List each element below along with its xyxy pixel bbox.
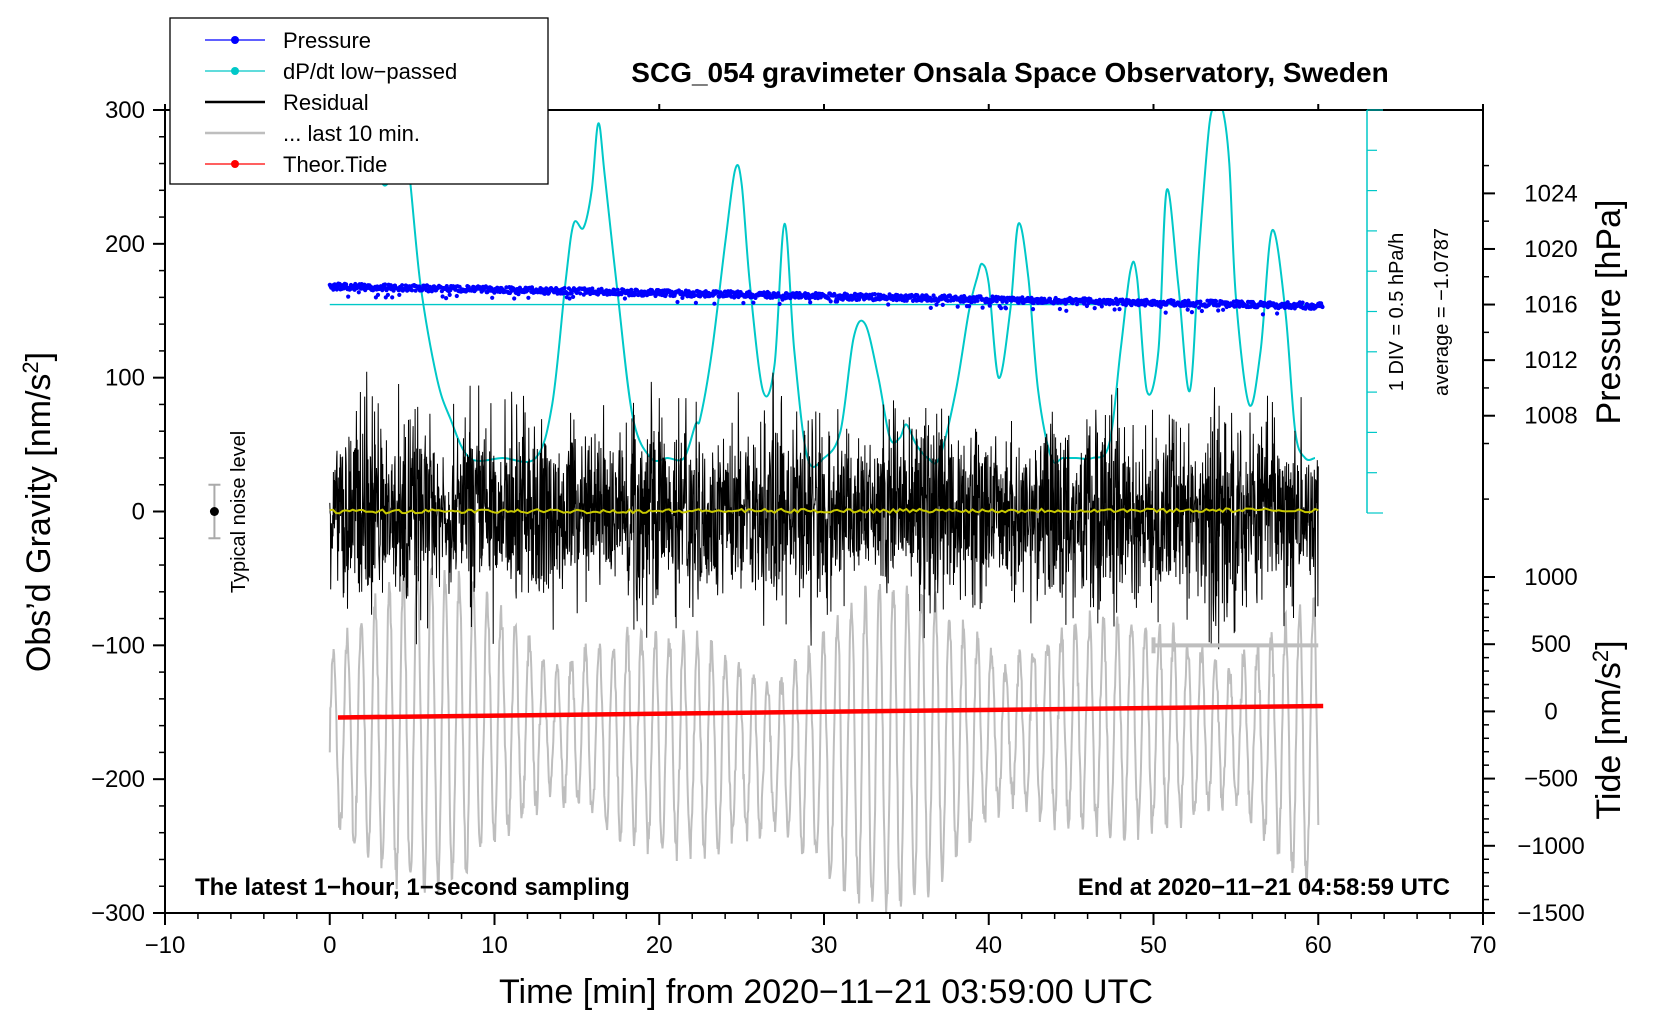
tide-tick-label: 1000 xyxy=(1524,564,1577,591)
y-tick-label: −200 xyxy=(91,766,145,793)
legend-item-pressure: Pressure xyxy=(205,28,371,53)
tide-tick-label: 0 xyxy=(1544,698,1557,725)
x-tick-label: −10 xyxy=(145,932,186,959)
y-tick-label: −300 xyxy=(91,900,145,927)
pressure-tick-label: 1012 xyxy=(1524,347,1577,374)
legend-marker xyxy=(231,160,239,168)
series-theor-tide xyxy=(337,703,1324,720)
y-tick-label: 100 xyxy=(105,365,145,392)
y-tick-label: −100 xyxy=(91,632,145,659)
annotation-end-time: End at 2020−11−21 04:58:59 UTC xyxy=(1078,874,1450,901)
pressure-tick-label: 1020 xyxy=(1524,236,1577,263)
y-axis-title-left: Obs’d Gravity [nm/s2] xyxy=(18,352,59,672)
series-residual-mean xyxy=(329,507,1319,515)
x-tick-label: 0 xyxy=(323,932,336,959)
y-axis-title-left-sup: 2 xyxy=(18,361,43,373)
legend-label: Residual xyxy=(283,90,369,115)
noise-level-label: Typical noise level xyxy=(228,431,250,593)
y-axis-title-tide-sup: 2 xyxy=(1588,650,1613,662)
pressure-tick-label: 1016 xyxy=(1524,292,1577,319)
y-tick-label: 0 xyxy=(132,499,145,526)
legend-label: dP/dt low−passed xyxy=(283,59,457,84)
legend-item-residual: Residual xyxy=(205,90,369,115)
x-tick-label: 50 xyxy=(1140,932,1167,959)
dpdt-average-label: average = −1.0787 xyxy=(1431,228,1453,396)
x-tick-label: 70 xyxy=(1470,932,1497,959)
dpdt-scale-label: 1 DIV = 0.5 hPa/h xyxy=(1386,233,1408,391)
legend-marker xyxy=(231,67,239,75)
legend-label: Pressure xyxy=(283,28,371,53)
tide-tick-label: −1000 xyxy=(1517,833,1584,860)
legend-item-theor-tide: Theor.Tide xyxy=(205,152,387,177)
x-tick-label: 30 xyxy=(811,932,838,959)
legend-item-last-10-min: ... last 10 min. xyxy=(205,121,420,146)
pressure-tick-label: 1008 xyxy=(1524,403,1577,430)
x-tick-label: 60 xyxy=(1305,932,1332,959)
legend-marker xyxy=(231,36,239,44)
tide-tick-label: −1500 xyxy=(1517,900,1584,927)
pressure-tick-label: 1024 xyxy=(1524,180,1577,207)
noise-level-point xyxy=(209,507,219,516)
series-last-10-min xyxy=(328,565,1320,913)
x-tick-label: 40 xyxy=(975,932,1002,959)
legend-label: Theor.Tide xyxy=(283,152,387,177)
x-axis-title: Time [min] from 2020−11−21 03:59:00 UTC xyxy=(499,973,1153,1011)
y-axis-title-pressure: Pressure [hPa] xyxy=(1590,200,1628,425)
legend-label: ... last 10 min. xyxy=(283,121,420,146)
series-residual xyxy=(329,371,1319,650)
y-tick-label: 200 xyxy=(105,231,145,258)
legend-item-dp-dt-low-passed: dP/dt low−passed xyxy=(205,59,457,84)
chart-title: SCG_054 gravimeter Onsala Space Observat… xyxy=(631,57,1388,88)
series-dpdt-lowpassed xyxy=(378,110,1316,468)
y-axis-title-tide: Tide [nm/s2] xyxy=(1588,640,1629,819)
annotation-sampling: The latest 1−hour, 1−second sampling xyxy=(195,874,630,901)
y-tick-label: 300 xyxy=(105,97,145,124)
series-pressure xyxy=(327,281,1325,317)
tide-tick-label: −500 xyxy=(1524,766,1578,793)
x-tick-label: 10 xyxy=(481,932,508,959)
tide-tick-label: 500 xyxy=(1531,631,1571,658)
x-tick-label: 20 xyxy=(646,932,673,959)
